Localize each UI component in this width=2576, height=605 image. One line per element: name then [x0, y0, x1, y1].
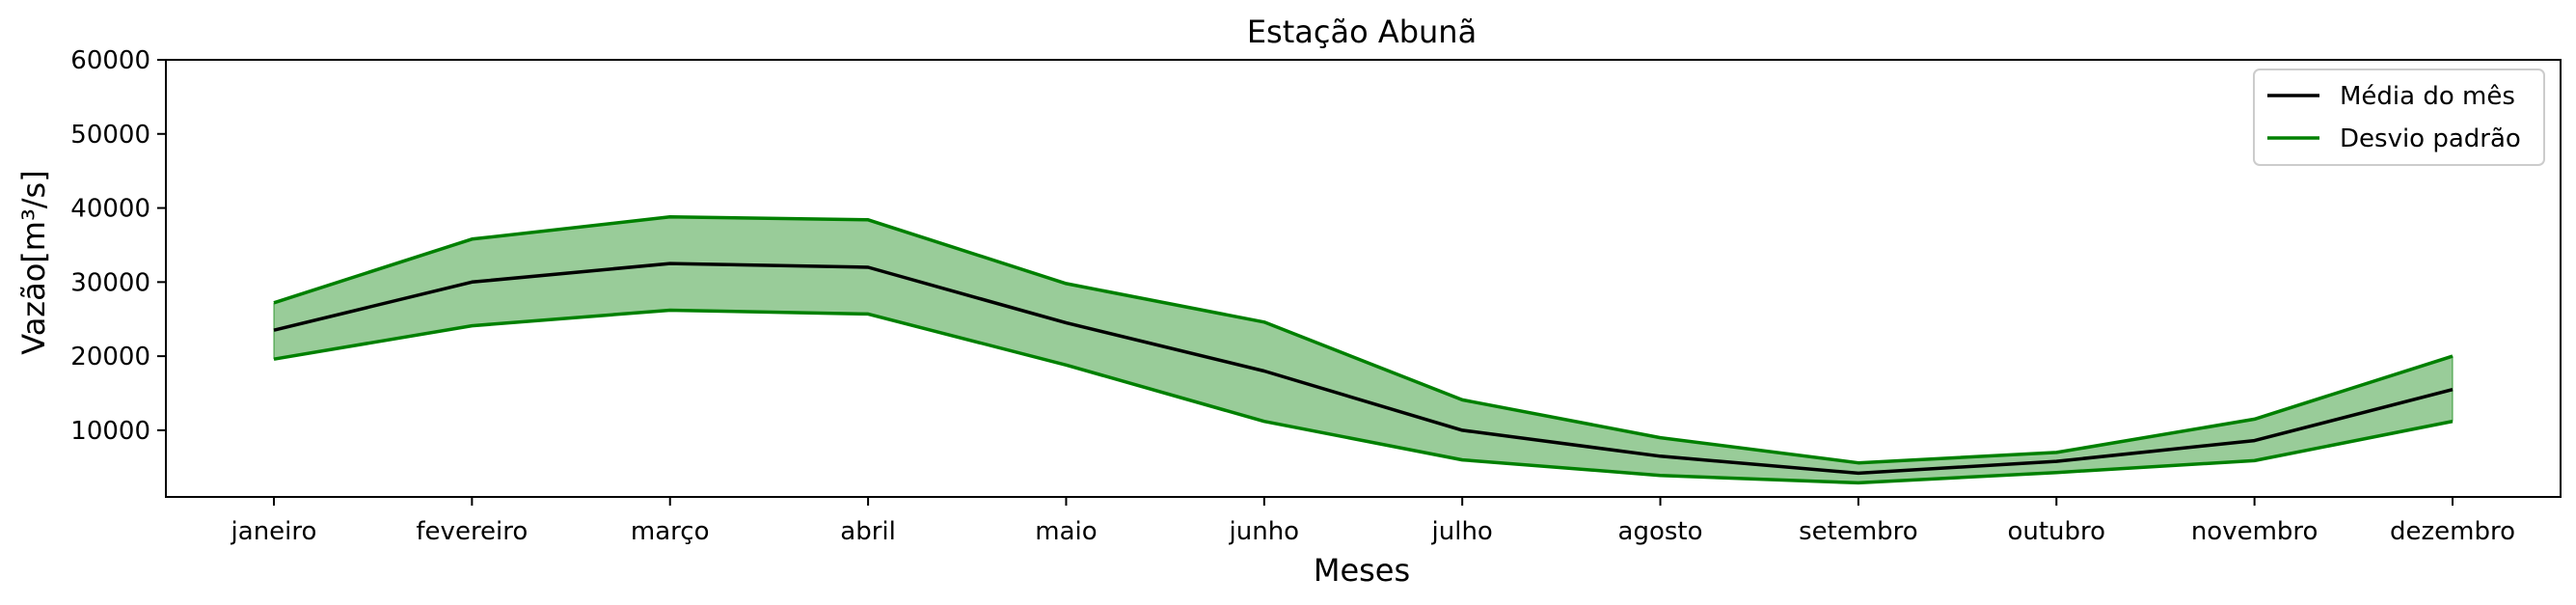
x-tick-label: junho [1229, 517, 1300, 546]
x-tick-label: maio [1035, 517, 1097, 546]
y-tick-label: 10000 [70, 417, 150, 446]
y-tick-label: 20000 [70, 343, 150, 371]
legend-label-desvio: Desvio padrão [2340, 124, 2521, 153]
x-tick-label: julho [1431, 517, 1493, 546]
y-axis: 10000 20000 30000 40000 50000 60000 [70, 46, 166, 446]
chart-title: Estação Abunã [1247, 14, 1477, 50]
x-tick-label: novembro [2191, 517, 2318, 546]
plot-frame [165, 59, 2562, 498]
std-band-fill [274, 216, 2453, 483]
std-upper-line [273, 215, 2454, 465]
x-axis-title: Meses [1314, 552, 1410, 589]
x-axis: janeiro fevereiro março abril maio junho julho… [230, 497, 2515, 546]
x-tick-label: fevereiro [416, 517, 528, 546]
x-tick-label: março [631, 517, 710, 546]
legend-box [2253, 69, 2545, 166]
std-lower-line [273, 308, 2454, 485]
y-tick-label: 30000 [70, 268, 150, 297]
y-axis-title: Vazão[m³/s] [15, 170, 52, 354]
x-tick-label: abril [840, 517, 896, 546]
y-tick-label: 50000 [70, 121, 150, 150]
y-tick-label: 40000 [70, 195, 150, 224]
x-tick-label: janeiro [230, 517, 317, 546]
legend-label-media: Média do mês [2340, 82, 2515, 111]
x-tick-label: setembro [1799, 517, 1918, 546]
x-tick-label: outubro [2007, 517, 2105, 546]
x-tick-label: dezembro [2390, 517, 2515, 546]
legend: Média do mês Desvio padrão [2253, 69, 2545, 166]
mean-line [273, 261, 2454, 476]
plot-area [273, 215, 2454, 485]
x-tick-label: agosto [1618, 517, 1703, 546]
y-tick-label: 60000 [70, 46, 150, 75]
